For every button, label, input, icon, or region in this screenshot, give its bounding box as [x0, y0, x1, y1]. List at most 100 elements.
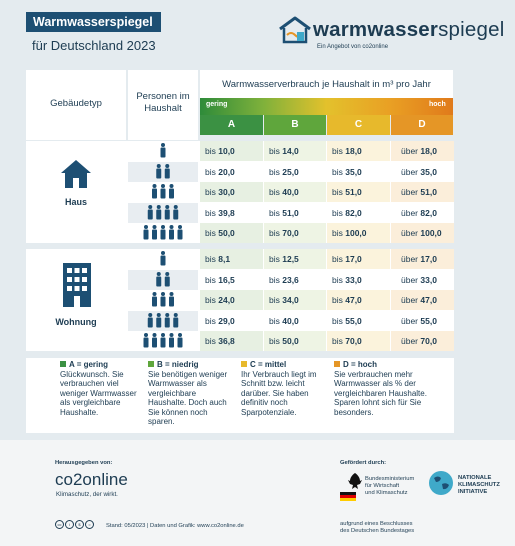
- ministry-name: Bundesministerium für Wirtschaft und Kli…: [365, 476, 415, 496]
- value-cell-a: bis 30,0: [200, 182, 263, 202]
- house-icon: [61, 160, 91, 188]
- legend-item: C = mittel Ihr Verbrauch liegt im Schnitt…: [241, 360, 317, 417]
- table-row: bis 36,8 bis 50,0 bis 70,0 über 70,0: [128, 331, 454, 351]
- persons-cell: [128, 290, 198, 310]
- value-cell-d: über 33,0: [391, 269, 454, 290]
- legend-item: A = gering Glückwunsch. Sie verbrauchen v…: [60, 360, 137, 417]
- warmwasserspiegel-logo: warmwasserspiegel Ein Angebot von co2onl…: [273, 15, 505, 55]
- table-row: bis 24,0 bis 34,0 bis 47,0 über 47,0: [128, 290, 454, 310]
- table-row: bis 16,5 bis 23,6 bis 33,0 über 33,0: [128, 269, 454, 290]
- value-cell-a: bis 24,0: [200, 290, 263, 310]
- value-cell-b: bis 14,0: [264, 141, 326, 161]
- value-cell-c: bis 47,0: [327, 290, 390, 310]
- value-cell-d: über 17,0: [391, 249, 454, 269]
- persons-icon: [160, 251, 166, 266]
- persons-cell: [128, 141, 198, 161]
- persons-cell: [128, 269, 198, 290]
- value-cell-c: bis 18,0: [327, 141, 390, 161]
- persons-cell: [128, 310, 198, 331]
- value-cell-a: bis 20,0: [200, 161, 263, 182]
- legend-swatch: [334, 361, 340, 367]
- table-row: bis 10,0 bis 14,0 bis 18,0 über 18,0: [128, 141, 454, 161]
- flag-red: [340, 495, 356, 498]
- value-cell-b: bis 12,5: [264, 249, 326, 269]
- wohnung-label: Wohnung: [55, 317, 97, 327]
- table-row: bis 8,1 bis 12,5 bis 17,0 über 17,0: [128, 249, 454, 269]
- value-cell-d: über 35,0: [391, 161, 454, 182]
- persons-cell: [128, 182, 198, 202]
- persons-cell: [128, 161, 198, 182]
- co2online-logo: co2online: [55, 470, 128, 489]
- persons-icon: [160, 143, 166, 158]
- title-block: Warmwasserspiegel für Deutschland 2023: [26, 12, 161, 53]
- value-cell-c: bis 100,0: [327, 223, 390, 243]
- value-cell-a: bis 39,8: [200, 202, 263, 223]
- building-type-header: Gebäudetyp: [26, 70, 126, 140]
- persons-cell: [128, 249, 198, 269]
- value-cell-c: bis 70,0: [327, 331, 390, 351]
- value-cell-d: über 18,0: [391, 141, 454, 161]
- page-title: Warmwasserspiegel: [26, 12, 161, 32]
- wohnung-label-cell: Wohnung: [26, 249, 126, 351]
- creative-commons-icons: cc i $ =: [55, 520, 94, 529]
- value-cell-d: über 47,0: [391, 290, 454, 310]
- value-cell-b: bis 70,0: [264, 223, 326, 243]
- value-cell-a: bis 10,0: [200, 141, 263, 161]
- table-row: bis 20,0 bis 25,0 bis 35,0 über 35,0: [128, 161, 454, 182]
- house-water-icon: [279, 16, 311, 44]
- value-cell-a: bis 36,8: [200, 331, 263, 351]
- persons-icon: [147, 204, 179, 219]
- value-cell-c: bis 17,0: [327, 249, 390, 269]
- value-cell-b: bis 25,0: [264, 161, 326, 182]
- logo-subline: Ein Angebot von co2online: [317, 44, 389, 50]
- persons-icon: [147, 312, 179, 327]
- legend-swatch: [148, 361, 154, 367]
- nc-icon: $: [75, 520, 84, 529]
- logo-wordmark: warmwasserspiegel: [313, 18, 505, 41]
- value-cell-a: bis 8,1: [200, 249, 263, 269]
- value-cell-b: bis 40,0: [264, 310, 326, 331]
- value-cell-c: bis 51,0: [327, 182, 390, 202]
- bundestag-note: aufgrund eines Beschlusses des Deutschen…: [340, 521, 415, 534]
- apartment-building-icon: [63, 263, 91, 307]
- scale-high-label: hoch: [429, 101, 446, 108]
- nki-name: NATIONALE KLIMASCHUTZ INITIATIVE: [458, 475, 500, 495]
- published-by-label: Herausgegeben von:: [55, 460, 113, 466]
- persons-header: Personen im Haushalt: [128, 70, 198, 140]
- funded-by-label: Gefördert durch:: [340, 460, 387, 466]
- persons-cell: [128, 331, 198, 351]
- co2online-tagline: Klimaschutz, der wirkt.: [56, 491, 118, 498]
- nd-icon: =: [85, 520, 94, 529]
- flag-gold: [340, 498, 356, 501]
- persons-cell: [128, 223, 198, 243]
- value-cell-d: über 82,0: [391, 202, 454, 223]
- value-cell-d: über 100,0: [391, 223, 454, 243]
- flag-black: [340, 492, 356, 495]
- persons-icon: [143, 225, 183, 240]
- persons-icon: [152, 184, 174, 199]
- value-cell-b: bis 34,0: [264, 290, 326, 310]
- value-cell-b: bis 51,0: [264, 202, 326, 223]
- haus-label: Haus: [64, 197, 87, 207]
- class-d-header: D: [391, 115, 453, 135]
- persons-icon: [156, 163, 170, 178]
- value-cell-c: bis 82,0: [327, 202, 390, 223]
- cc-icon: cc: [55, 520, 64, 529]
- table-row: bis 50,0 bis 70,0 bis 100,0 über 100,0: [128, 223, 454, 243]
- scale-gradient: [200, 98, 453, 115]
- stand-line: Stand: 05/2023 | Daten und Grafik: www.c…: [106, 523, 244, 529]
- legend-item: D = hoch Sie verbrauchen mehr Warmwasser …: [334, 360, 427, 417]
- legend-swatch: [241, 361, 247, 367]
- value-cell-a: bis 50,0: [200, 223, 263, 243]
- page-subtitle: für Deutschland 2023: [32, 38, 156, 53]
- value-cell-c: bis 33,0: [327, 269, 390, 290]
- table-row: bis 30,0 bis 40,0 bis 51,0 über 51,0: [128, 182, 454, 202]
- persons-cell: [128, 202, 198, 223]
- table-row: bis 29,0 bis 40,0 bis 55,0 über 55,0: [128, 310, 454, 331]
- table-row: bis 39,8 bis 51,0 bis 82,0 über 82,0: [128, 202, 454, 223]
- consumption-header: Warmwasserverbrauch je Haushalt in m³ pr…: [200, 70, 453, 98]
- federal-eagle-icon: [348, 473, 362, 489]
- persons-icon: [143, 333, 183, 348]
- scale-low-label: gering: [206, 101, 228, 108]
- class-c-header: C: [327, 115, 390, 135]
